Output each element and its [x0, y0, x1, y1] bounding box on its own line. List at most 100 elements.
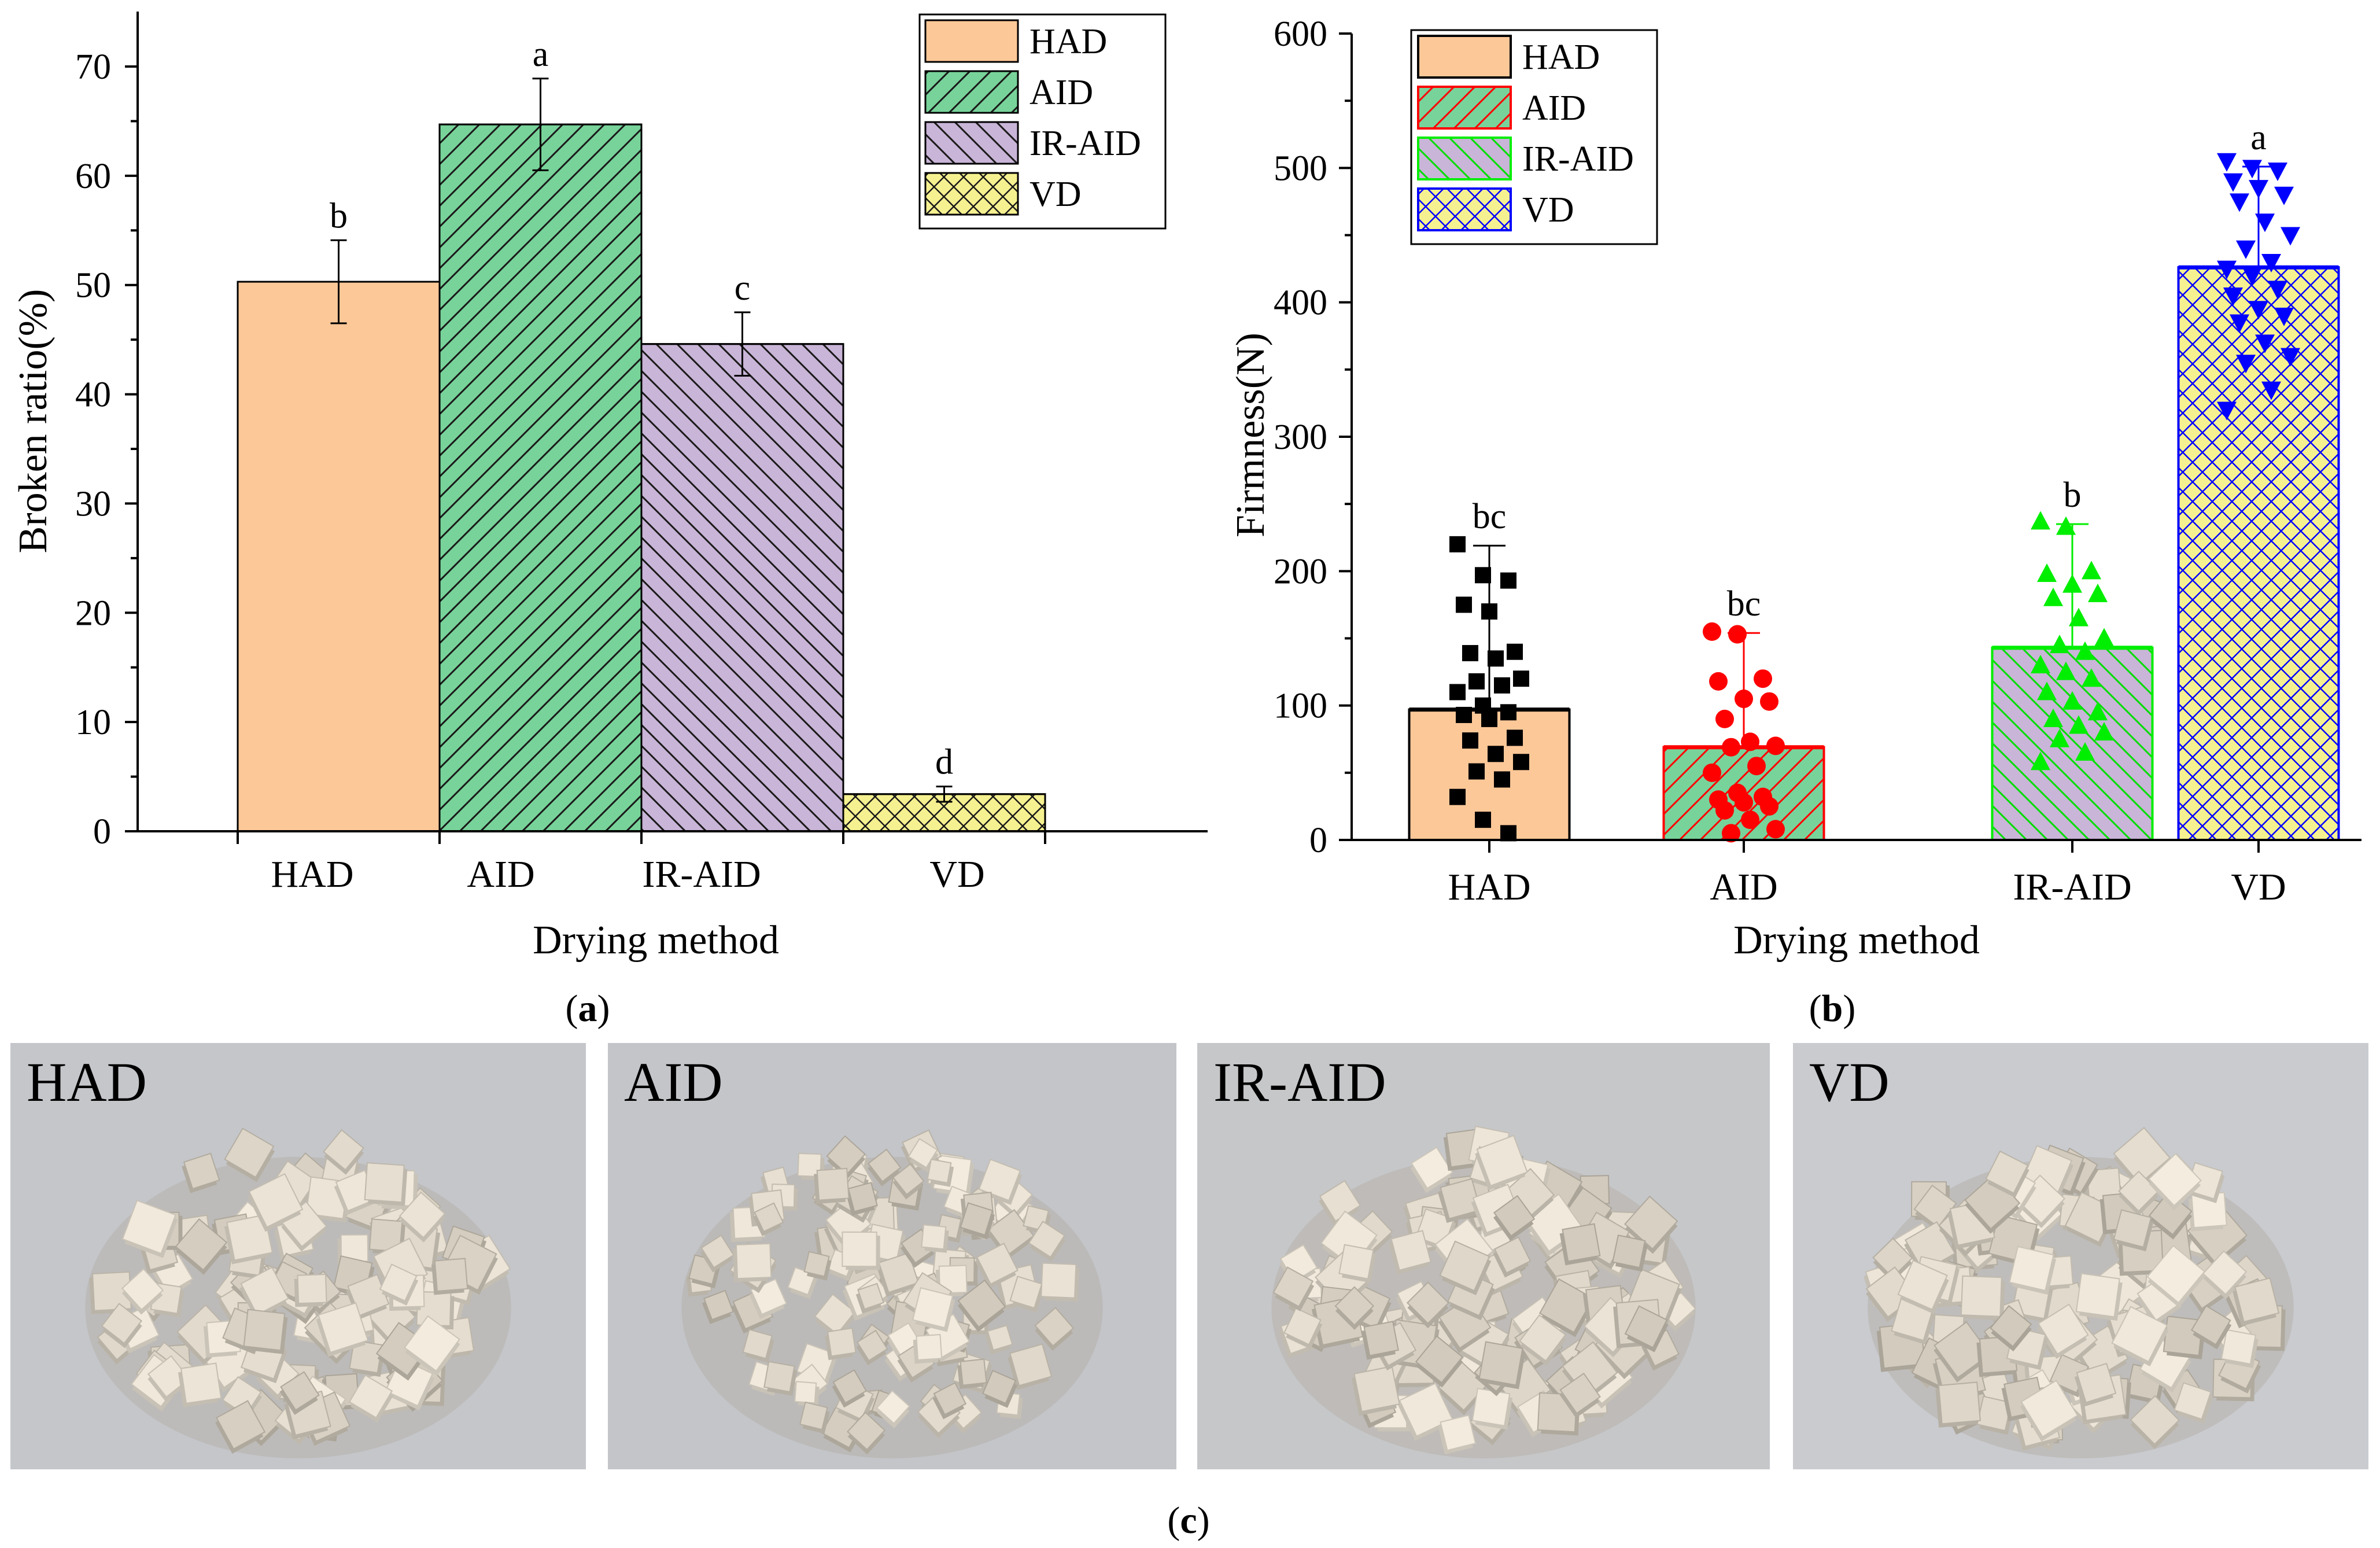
b-point-vd [2261, 253, 2281, 272]
photo-label-vd: VD [1809, 1051, 1890, 1113]
b-point-aid [1735, 793, 1753, 812]
b-point-had [1481, 603, 1497, 620]
photo-cube [2188, 1192, 2227, 1232]
b-point-ir-aid [2075, 742, 2095, 761]
b-point-had [1468, 673, 1485, 690]
photo-cube [2009, 1245, 2057, 1295]
b-point-ir-aid [2094, 628, 2114, 647]
b-legend-pattern-aid [1417, 86, 1512, 130]
b-ytick-label: 0 [1309, 821, 1327, 860]
b-point-had [1507, 643, 1523, 660]
b-point-aid [1741, 810, 1759, 830]
b-point-ir-aid [2075, 641, 2095, 660]
photo-cube [847, 1411, 886, 1455]
a-legend-label-vd: VD [1030, 175, 1082, 214]
b-sig-letter-vd: a [2250, 118, 2267, 157]
photo-label-had: HAD [27, 1051, 147, 1113]
b-point-vd [2281, 348, 2300, 367]
photo-cube [404, 1315, 460, 1376]
b-point-ir-aid [2082, 561, 2101, 580]
chart-a: b a c d 0 10 20 30 40 50 60 70 HAD AID IR-AID VD Brok… [11, 12, 1208, 1030]
a-x-axis-title: Drying method [533, 918, 779, 963]
b-point-had [1494, 771, 1510, 788]
b-point-aid [1735, 690, 1753, 709]
photo-label-aid: AID [624, 1051, 723, 1113]
chart-b: bc bc b a 0 100 200 300 400 500 600 HAD AID IR-AID V… [1228, 14, 2361, 1030]
b-point-aid [1766, 736, 1785, 755]
photo-cube [1612, 1234, 1648, 1272]
b-legend-pattern-vd [1417, 187, 1512, 231]
a-legend-label-had: HAD [1030, 22, 1107, 61]
b-point-aid [1703, 622, 1721, 641]
b-point-had [1475, 812, 1491, 828]
b-point-ir-aid [2056, 516, 2076, 535]
photo-cube [842, 1231, 880, 1270]
b-point-had [1500, 572, 1516, 589]
a-legend-swatch-had [924, 19, 1019, 63]
b-point-ir-aid [2043, 587, 2063, 606]
photo-cube [1008, 1343, 1053, 1390]
a-ytick-label: 70 [75, 47, 111, 87]
a-bar-pattern-vd [842, 793, 1046, 832]
b-point-ir-aid [2056, 661, 2076, 680]
b-point-had [1488, 650, 1504, 667]
b-point-aid [1766, 820, 1785, 839]
a-legend: HAD AID IR-AID VD [918, 13, 1167, 230]
photo-cube [1361, 1321, 1399, 1360]
b-point-aid [1715, 801, 1734, 820]
photo-cube [243, 1309, 288, 1354]
b-point-aid [1760, 797, 1778, 816]
b-point-aid [1728, 625, 1747, 644]
b-point-ir-aid [2082, 668, 2101, 687]
photo-cube [1624, 1195, 1678, 1254]
b-sig-letter-ir-aid: b [2064, 476, 2082, 515]
b-ytick-label: 400 [1274, 283, 1327, 323]
photo-cube [2020, 1379, 2079, 1442]
photo-had: HAD [10, 1043, 586, 1469]
photo-cube [1493, 1236, 1532, 1278]
photo-cube [1872, 1237, 1913, 1282]
b-point-had [1513, 754, 1529, 771]
a-ytick-label: 60 [75, 157, 111, 196]
photo-cube [855, 1282, 884, 1314]
a-legend-pattern-vd [924, 172, 1019, 216]
photo-cube [702, 1289, 734, 1325]
b-point-ir-aid [2050, 728, 2069, 747]
a-legend-label-ir-aid: IR-AID [1030, 124, 1141, 163]
photo-cube [975, 1243, 1019, 1289]
photo-cube [348, 1374, 393, 1423]
photo-cube [868, 1148, 902, 1186]
photo-cube [1475, 1134, 1528, 1191]
photo-cube [1960, 1275, 2005, 1320]
photo-cube [752, 1202, 784, 1236]
photo-cube [1471, 1388, 1513, 1430]
a-ytick-label: 50 [75, 266, 111, 305]
photo-cube [1935, 1381, 1982, 1428]
photo-cube [1351, 1365, 1400, 1416]
photo-cube [803, 1251, 832, 1281]
b-point-had [1462, 732, 1478, 749]
photo-cube [1397, 1383, 1453, 1441]
b-point-vd [2268, 162, 2287, 181]
photo-cube [101, 1303, 143, 1348]
photo-cube [121, 1268, 164, 1315]
photo-cube [1009, 1276, 1045, 1313]
photo-cube [2148, 1153, 2202, 1211]
b-ytick-label: 100 [1274, 687, 1327, 726]
photo-cube [2190, 1305, 2232, 1350]
b-point-vd [2255, 334, 2275, 353]
photo-cube [982, 1370, 1018, 1408]
photo-cube [957, 1279, 1006, 1332]
photo-cube [2232, 1277, 2280, 1326]
photo-vd: VD [1793, 1043, 2368, 1469]
b-legend-label-ir-aid: IR-AID [1522, 139, 1634, 179]
photo-cube [1389, 1230, 1432, 1275]
photo-cube [147, 1355, 190, 1402]
b-point-aid [1722, 738, 1740, 757]
a-bar-pattern-aid [438, 123, 643, 832]
a-bar-had [237, 281, 441, 832]
photo-cube [814, 1167, 850, 1204]
b-point-vd [2223, 288, 2243, 307]
photo-cube [1334, 1286, 1375, 1330]
photo-cube [1034, 1307, 1075, 1351]
